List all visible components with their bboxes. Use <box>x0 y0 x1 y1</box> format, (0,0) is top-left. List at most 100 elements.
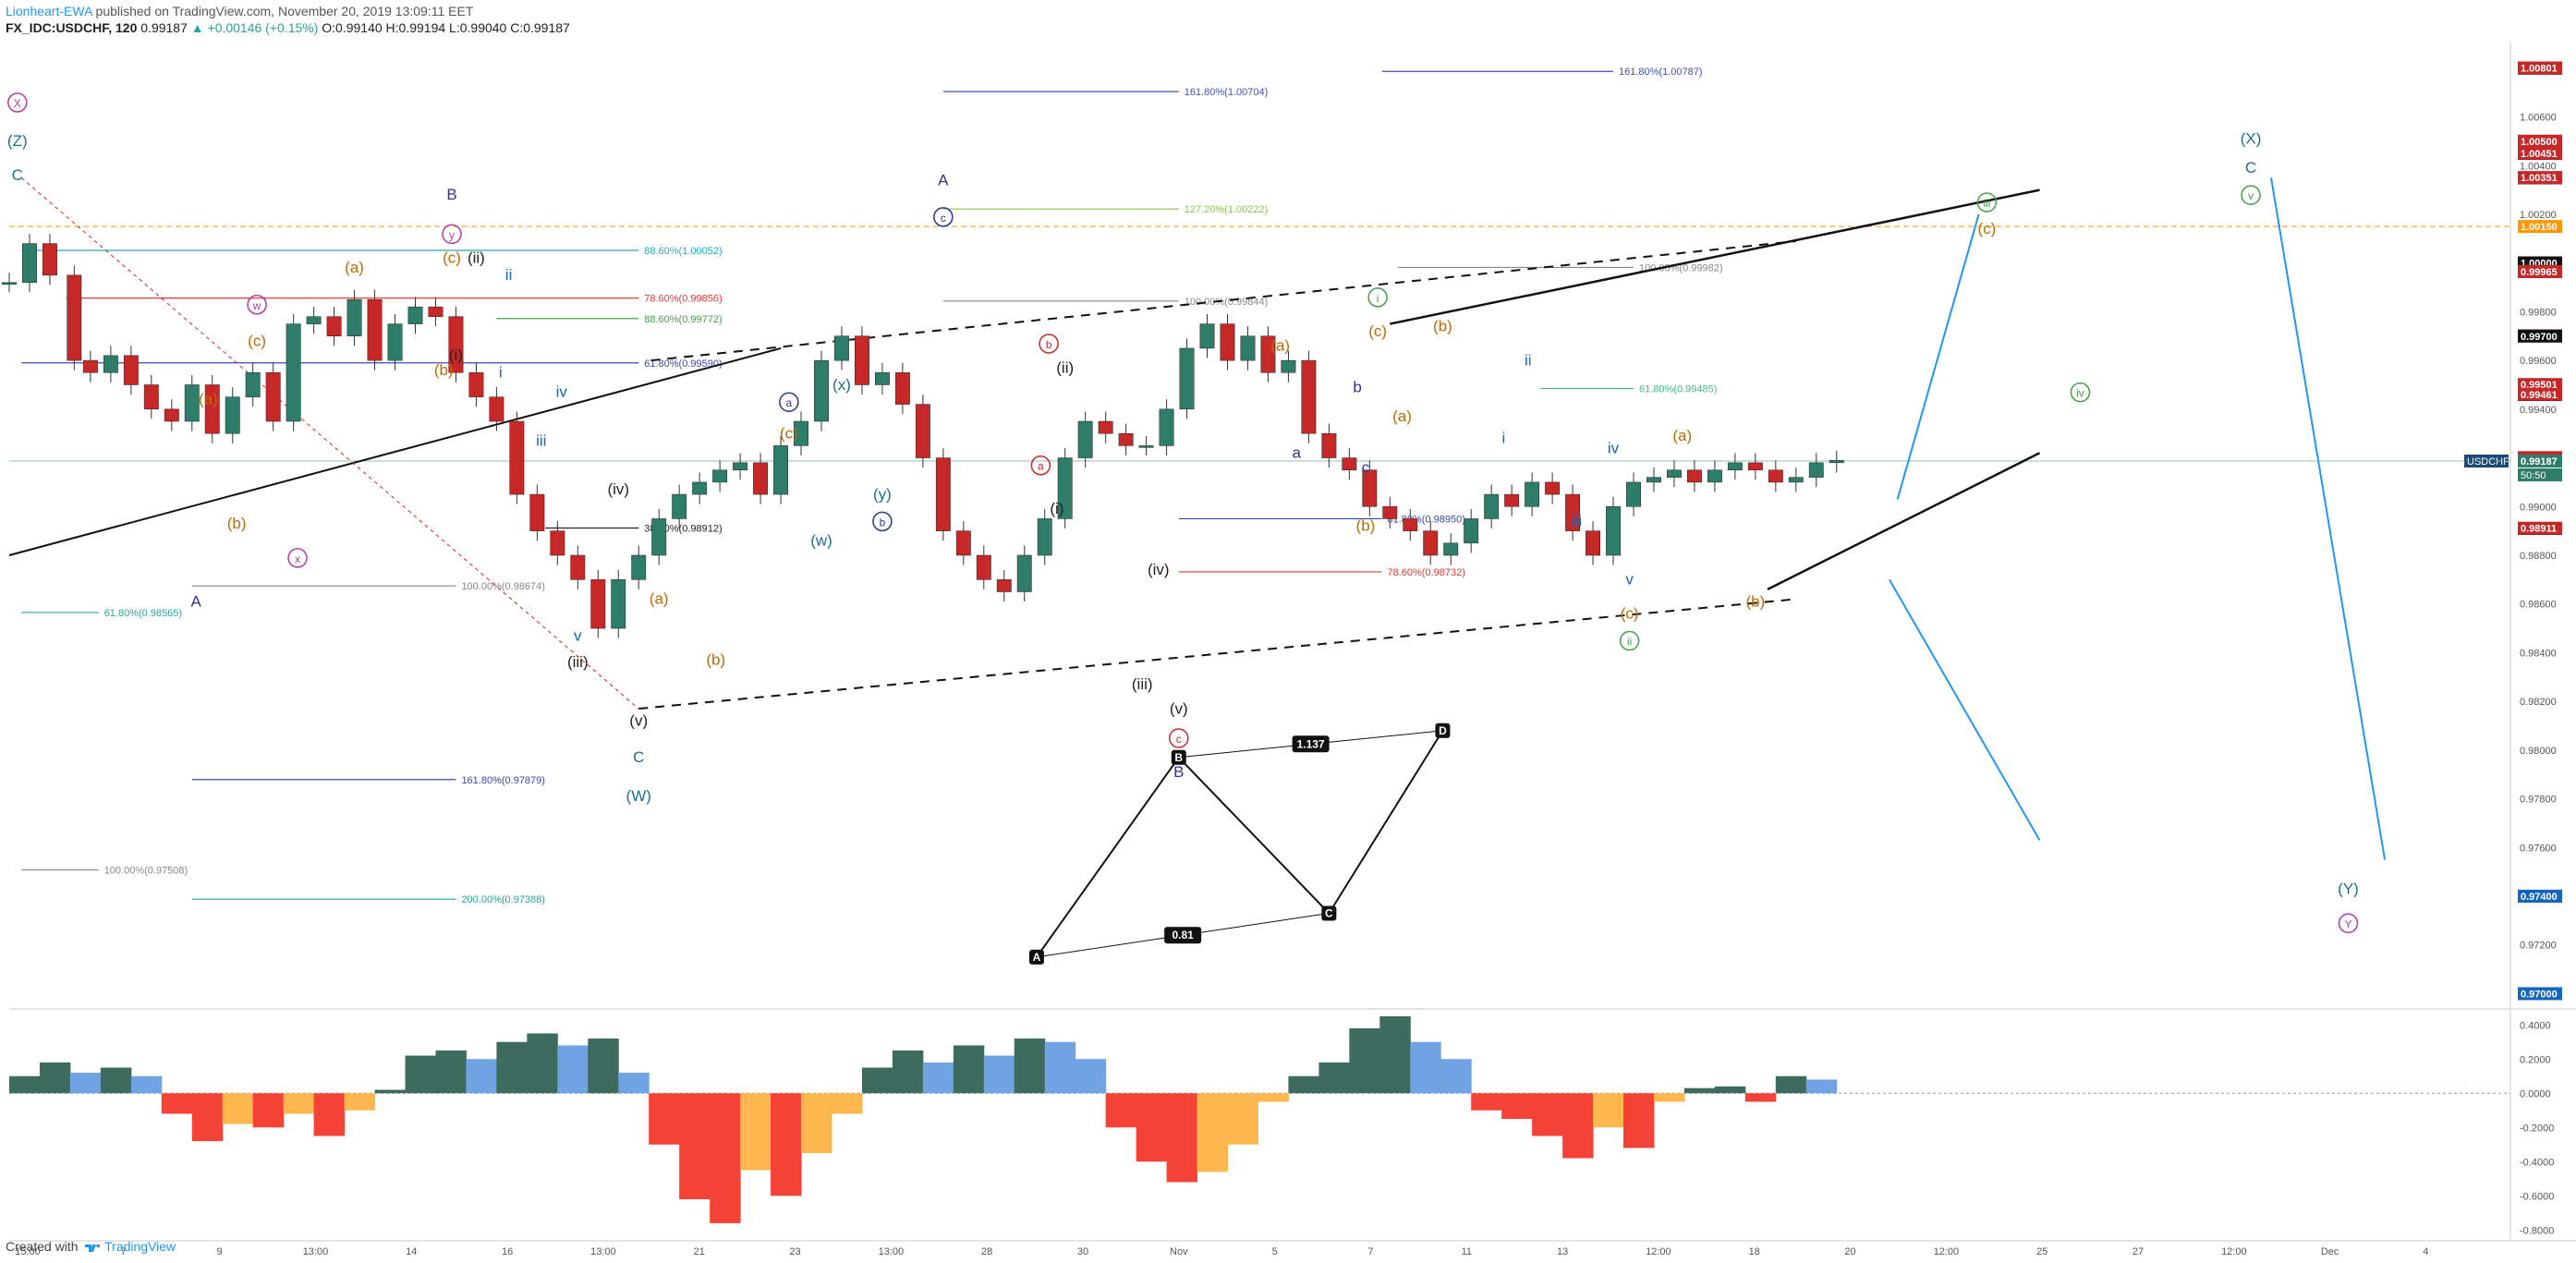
osc-y-tick: -0.6000 <box>2520 1191 2554 1202</box>
candle <box>1037 508 1052 565</box>
osc-bar <box>983 1055 1015 1094</box>
osc-bar <box>1227 1093 1258 1145</box>
svg-text:b: b <box>1353 378 1361 395</box>
osc-bar <box>710 1093 741 1223</box>
svg-text:(y): (y) <box>873 485 892 503</box>
wave-label: v <box>2241 185 2261 205</box>
osc-bar <box>1136 1093 1168 1162</box>
svg-text:c: c <box>941 212 946 225</box>
candle <box>672 484 687 528</box>
candle <box>43 234 57 285</box>
x-tick-label: 13:00 <box>590 1246 616 1257</box>
osc-bar <box>1440 1059 1472 1094</box>
osc-bar <box>1532 1093 1563 1136</box>
osc-bar <box>861 1067 893 1094</box>
trend-line <box>8 346 782 556</box>
candle <box>570 545 586 589</box>
y-tick-label: 0.99600 <box>2520 356 2557 367</box>
candle <box>1281 350 1296 383</box>
osc-bar <box>953 1045 985 1094</box>
svg-text:iii: iii <box>1572 512 1582 529</box>
svg-text:(c): (c) <box>1621 605 1639 623</box>
svg-text:(x): (x) <box>832 376 851 394</box>
svg-text:(v): (v) <box>1170 699 1188 717</box>
published-text: published on TradingView.com, November 2… <box>91 4 474 18</box>
svg-text:C: C <box>633 748 644 766</box>
tradingview-link[interactable]: TradingView <box>104 1239 176 1254</box>
svg-text:(c): (c) <box>1368 322 1387 340</box>
svg-text:w: w <box>252 299 261 312</box>
y-tick-label: 0.97200 <box>2520 941 2557 952</box>
wave-label: (a) <box>1270 337 1290 355</box>
candle <box>1423 521 1439 565</box>
candle <box>894 362 910 415</box>
candle <box>712 460 728 492</box>
wave-label: (c) <box>248 332 266 349</box>
created-with-text: Created with <box>6 1239 79 1254</box>
x-tick-label: 30 <box>1077 1246 1088 1257</box>
candle <box>164 399 179 431</box>
wave-label: A <box>938 171 949 188</box>
osc-bar <box>374 1089 407 1094</box>
fib-level-label: 100.00%(0.97508) <box>104 866 188 877</box>
candle <box>1586 521 1600 565</box>
candle <box>306 307 322 334</box>
candle <box>1057 448 1073 528</box>
wave-label: (c) <box>780 424 798 442</box>
wave-label: (c) <box>443 249 461 267</box>
svg-text:(X): (X) <box>2241 130 2262 148</box>
y-tick-label: 0.98400 <box>2520 648 2557 659</box>
osc-bar <box>1044 1041 1076 1094</box>
svg-text:0.99187: 0.99187 <box>2521 456 2558 468</box>
svg-text:v: v <box>1625 571 1634 589</box>
tradingview-logo-icon <box>85 1245 101 1253</box>
x-tick-label: 13:00 <box>303 1246 329 1257</box>
candle <box>1179 338 1195 419</box>
candle <box>611 569 626 638</box>
fib-level-label: 100.00%(0.99982) <box>1639 262 1723 273</box>
svg-text:0.99461: 0.99461 <box>2521 390 2558 401</box>
svg-text:(iii): (iii) <box>1132 675 1153 693</box>
harmonic-pattern-line <box>1036 730 1444 958</box>
osc-bar <box>252 1093 285 1128</box>
wave-label: (iii) <box>1132 675 1153 693</box>
candle <box>1362 460 1378 516</box>
y-tick-label: 0.97800 <box>2520 795 2557 806</box>
ohlc-values: O:0.99140 H:0.99194 L:0.99040 C:0.99187 <box>322 20 570 35</box>
author-link[interactable]: Lionheart-EWA <box>6 4 92 18</box>
wave-label: (a) <box>345 259 364 276</box>
candle <box>1098 411 1113 443</box>
x-tick-label: 21 <box>694 1246 705 1257</box>
wave-label: v <box>574 626 582 644</box>
svg-text:v: v <box>2248 189 2254 202</box>
candle <box>1525 472 1540 516</box>
osc-bar <box>1288 1075 1319 1094</box>
x-tick-label: 28 <box>981 1246 992 1257</box>
last-price: 0.99187 <box>140 20 188 35</box>
harmonic-point-label: B <box>1171 749 1186 765</box>
candle <box>753 453 769 504</box>
osc-bar <box>1744 1093 1777 1102</box>
svg-text:(b): (b) <box>706 651 725 669</box>
fib-level-label: 100.00%(0.98674) <box>461 581 545 592</box>
svg-text:y: y <box>449 228 455 241</box>
wave-label: B <box>1173 763 1184 781</box>
wave-label: (v) <box>1170 699 1188 717</box>
osc-bar <box>69 1073 102 1094</box>
candle <box>550 521 565 565</box>
osc-bar <box>1410 1041 1441 1094</box>
x-tick-label: 18 <box>1749 1246 1760 1257</box>
svg-text:1.00801: 1.00801 <box>2521 64 2558 75</box>
svg-text:(b): (b) <box>1745 592 1765 610</box>
price-tag: 1.00351 <box>2518 171 2562 185</box>
x-tick-label: Nov <box>1170 1246 1188 1257</box>
osc-bar <box>649 1093 680 1145</box>
wave-label: (b) <box>1433 317 1452 334</box>
svg-text:(iv): (iv) <box>607 480 629 498</box>
svg-text:0.97000: 0.97000 <box>2521 989 2558 1000</box>
svg-text:a: a <box>1292 444 1301 462</box>
footer: Created with TradingView <box>6 1239 176 1254</box>
candle <box>204 374 220 443</box>
fib-level-label: 61.80%(0.99485) <box>1639 383 1717 395</box>
